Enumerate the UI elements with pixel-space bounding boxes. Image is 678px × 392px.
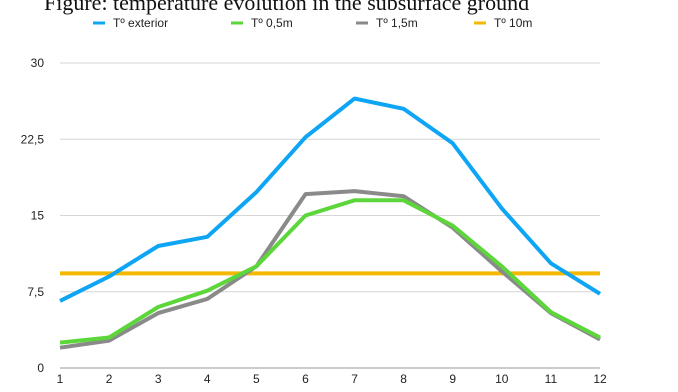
x-axis-ticks: 1 2 3 4 5 6 7 8 9 10 11 12 xyxy=(57,372,607,386)
x-tick-label: 4 xyxy=(204,372,211,386)
legend: Tº exterior Tº 0,5m Tº 1,5m Tº 10m xyxy=(93,16,532,30)
y-axis-ticks: 0 7,5 15 22,5 30 xyxy=(21,56,45,375)
y-tick-label: 0 xyxy=(37,361,44,375)
series-lines xyxy=(59,96,602,350)
y-tick-label: 7,5 xyxy=(27,285,44,299)
series-line xyxy=(59,96,602,303)
chart-title: Figure: temperature evolution in the sub… xyxy=(44,0,529,15)
y-tick-label: 22,5 xyxy=(21,132,45,146)
x-tick-label: 1 xyxy=(57,372,64,386)
x-tick-label: 12 xyxy=(593,372,607,386)
x-tick-label: 2 xyxy=(106,372,113,386)
series-line xyxy=(59,198,601,345)
legend-label: Tº 1,5m xyxy=(376,16,418,30)
y-tick-label: 30 xyxy=(31,56,45,70)
x-tick-label: 7 xyxy=(351,372,358,386)
x-tick-label: 10 xyxy=(495,372,509,386)
x-tick-label: 11 xyxy=(545,372,558,386)
x-tick-label: 9 xyxy=(449,372,456,386)
legend-label: Tº 0,5m xyxy=(251,16,293,30)
x-tick-label: 8 xyxy=(400,372,407,386)
x-tick-label: 5 xyxy=(253,372,260,386)
y-tick-label: 15 xyxy=(31,209,45,223)
x-tick-label: 3 xyxy=(155,372,162,386)
series-line xyxy=(59,189,601,350)
grid xyxy=(60,62,600,369)
x-tick-label: 6 xyxy=(302,372,309,386)
legend-label: Tº exterior xyxy=(113,16,168,30)
legend-label: Tº 10m xyxy=(494,16,532,30)
